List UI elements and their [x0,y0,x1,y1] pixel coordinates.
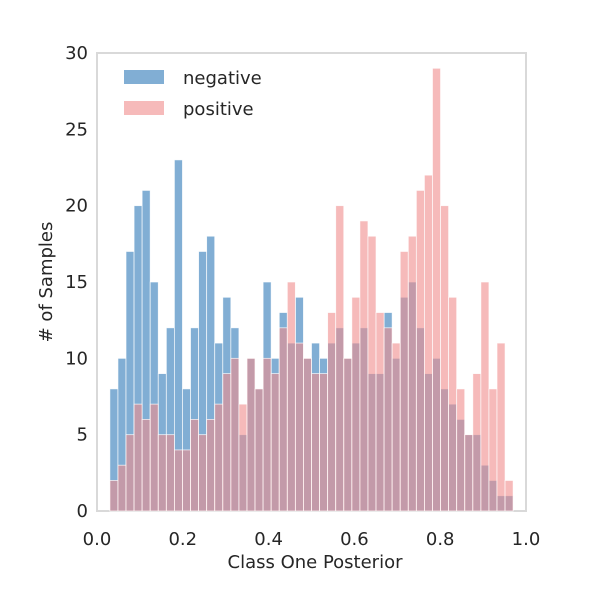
y-tick-label: 20 [65,196,88,217]
bar-positive-25 [311,373,320,512]
y-tick-label: 25 [65,119,88,140]
bar-positive-1 [117,464,127,512]
bar-positive-7 [165,434,175,512]
bar-positive-14 [222,373,232,512]
bar-positive-6 [157,434,167,512]
bar-positive-46 [480,281,490,512]
bar-positive-38 [415,189,425,512]
x-tick-label: 0.2 [168,529,197,550]
bar-positive-43 [456,388,466,512]
y-tick-label: 15 [65,272,88,293]
bar-positive-32 [367,235,377,512]
bar-positive-11 [198,434,208,512]
y-tick-label: 0 [77,501,88,522]
bar-positive-10 [190,418,199,512]
legend-label-positive: positive [183,99,254,120]
legend-swatch-positive [124,101,164,115]
bar-positive-15 [230,357,240,512]
bar-positive-28 [335,205,345,512]
bar-positive-31 [359,220,369,512]
y-tick-labels: 0 5 10 15 20 25 30 [65,43,88,522]
y-tick-label: 10 [65,348,88,369]
bar-positive-27 [327,312,337,512]
x-tick-label: 0.6 [340,529,369,550]
bar-positive-26 [319,373,329,512]
bar-positive-42 [448,296,458,512]
bar-positive-0 [109,480,119,512]
bar-positive-20 [270,373,280,512]
bar-positive-2 [125,434,135,512]
bar-positive-49 [504,480,514,512]
x-axis-label: Class One Posterior [228,552,404,573]
x-tick-label: 0.8 [426,529,455,550]
y-tick-label: 30 [65,43,88,64]
bar-positive-45 [472,373,482,512]
legend: negative positive [124,68,262,120]
bar-positive-34 [383,327,393,512]
bar-positive-41 [440,205,450,512]
bar-positive-5 [149,403,159,512]
bar-positive-30 [351,296,361,512]
bar-positive-29 [343,357,353,512]
bar-positive-40 [432,67,441,512]
bar-positive-24 [303,357,312,512]
bar-positive-33 [375,312,385,512]
bar-positive-16 [238,403,248,512]
y-axis-label: # of Samples [36,222,57,343]
bar-positive-48 [496,342,506,512]
bars-layer [109,67,514,512]
bar-positive-13 [214,403,224,512]
bar-positive-17 [246,357,256,512]
bar-positive-23 [294,342,304,512]
bar-positive-39 [424,174,433,512]
x-tick-label: 0.4 [254,529,283,550]
bar-positive-21 [278,327,288,512]
bar-positive-3 [133,403,143,512]
legend-swatch-negative [124,70,164,84]
bar-positive-19 [262,357,272,512]
bar-positive-12 [206,418,216,512]
y-tick-label: 5 [77,425,88,446]
x-tick-label: 1.0 [512,529,541,550]
bar-positive-22 [286,281,296,512]
bar-positive-44 [464,434,474,512]
bar-positive-9 [182,449,191,512]
x-tick-label: 0.0 [83,529,112,550]
x-tick-labels: 0.0 0.2 0.4 0.6 0.8 1.0 [83,529,541,550]
bar-positive-35 [391,342,401,512]
legend-label-negative: negative [183,68,262,89]
bar-positive-36 [399,251,409,512]
bar-positive-4 [141,418,151,512]
bar-positive-8 [173,449,183,512]
bar-positive-18 [254,388,264,512]
bar-positive-47 [488,388,498,512]
bar-positive-37 [407,235,417,512]
